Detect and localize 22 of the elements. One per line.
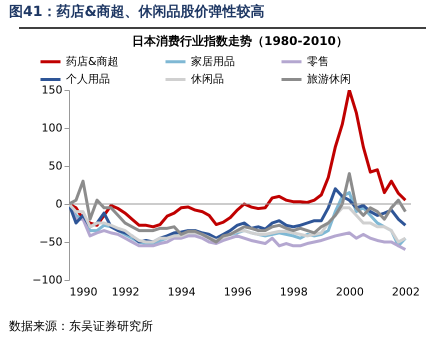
x-tick-label: 2000 — [336, 286, 364, 298]
x-tick-label: 1992 — [112, 286, 140, 298]
chart-title: 图41：药店&商超、休闲品股价弹性较高 — [9, 3, 265, 20]
source-note: 数据来源：东吴证券研究所 — [9, 319, 153, 333]
legend-label: 零售 — [307, 54, 329, 68]
legend-label: 旅游休闲 — [307, 72, 351, 86]
legend-label: 休闲品 — [191, 72, 224, 86]
y-tick-label: −100 — [32, 274, 62, 286]
y-tick-label: 150 — [42, 84, 62, 96]
chart-subtitle: 日本消费行业指数走势（1980-2010） — [132, 34, 348, 48]
x-tick-label: 1990 — [70, 286, 98, 298]
legend-label: 家居用品 — [191, 54, 235, 68]
x-tick-label: 2002 — [392, 286, 420, 298]
y-tick-label: 50 — [48, 160, 62, 172]
y-tick-label: −50 — [39, 236, 62, 248]
x-tick-label: 1996 — [224, 286, 252, 298]
legend-label: 个人用品 — [66, 72, 110, 86]
x-tick-label: 1994 — [168, 286, 196, 298]
y-tick-label: 100 — [42, 122, 62, 134]
x-tick-label: 1998 — [280, 286, 308, 298]
y-tick-label: 0 — [56, 198, 62, 210]
legend-label: 药店&商超 — [66, 54, 119, 68]
